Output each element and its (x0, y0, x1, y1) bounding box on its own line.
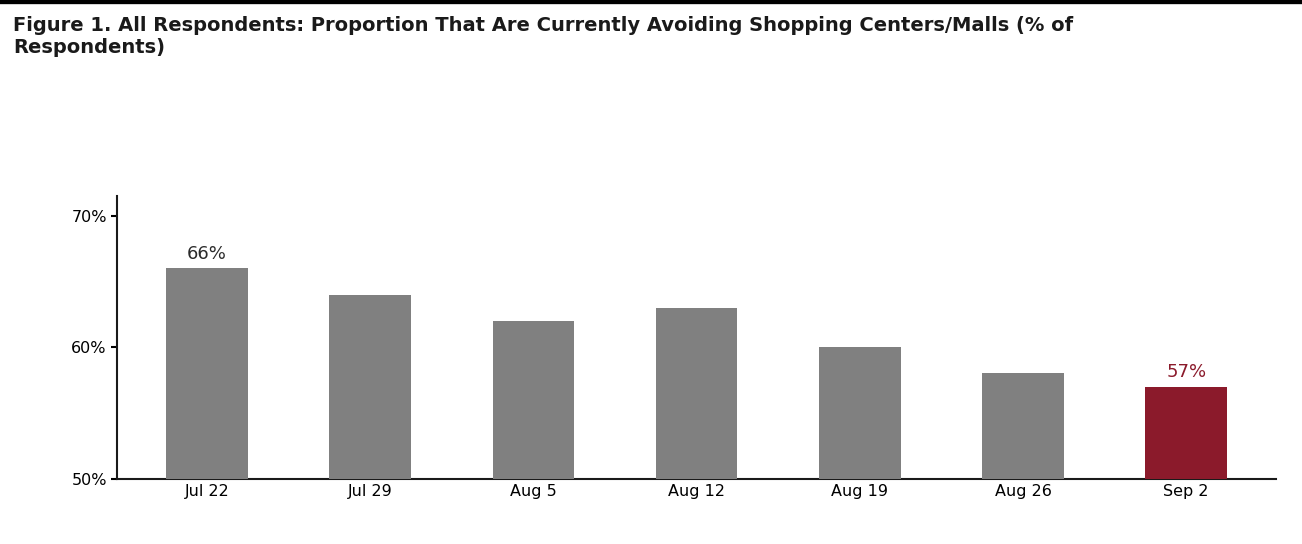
Text: Figure 1. All Respondents: Proportion That Are Currently Avoiding Shopping Cente: Figure 1. All Respondents: Proportion Th… (13, 16, 1073, 57)
Bar (982, 374, 1064, 479)
Bar (1146, 387, 1226, 479)
Bar (167, 268, 247, 479)
Text: 57%: 57% (1167, 363, 1206, 381)
Bar (656, 308, 737, 479)
Text: 66%: 66% (187, 245, 227, 263)
Bar (329, 294, 411, 479)
Bar (819, 347, 901, 479)
Bar (492, 321, 574, 479)
